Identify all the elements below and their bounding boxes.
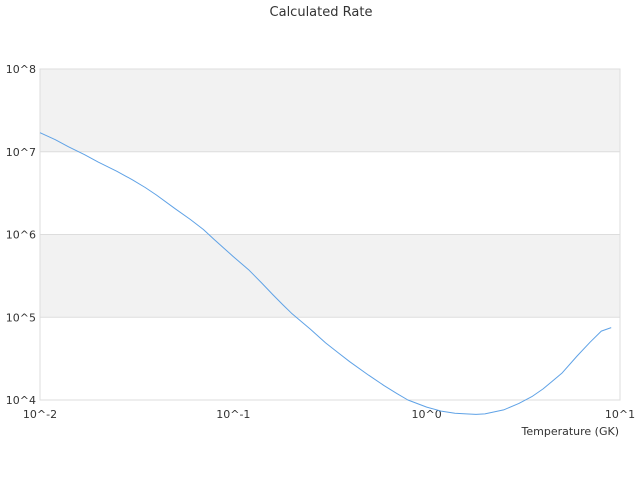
series-group xyxy=(39,132,612,415)
grid-bands xyxy=(40,69,620,318)
x-tick-label: 10^-2 xyxy=(23,408,57,421)
y-tick-label: 10^4 xyxy=(6,394,36,407)
y-tick-label: 10^5 xyxy=(6,311,36,324)
x-tick-label: 10^0 xyxy=(412,408,442,421)
x-tick-label: 10^1 xyxy=(605,408,635,421)
x-tick-label: 10^-1 xyxy=(216,408,250,421)
y-tick-label: 10^7 xyxy=(6,146,36,159)
y-tick-label: 10^6 xyxy=(6,229,36,242)
grid-band xyxy=(40,234,620,318)
plot-frame xyxy=(39,68,621,401)
series-line xyxy=(39,132,612,415)
x-axis-ticks: 10^-2 10^-1 10^0 10^1 xyxy=(23,408,635,421)
chart-title: Calculated Rate xyxy=(270,5,373,20)
x-axis-label: Temperature (GK) xyxy=(521,425,620,438)
y-tick-label: 10^8 xyxy=(6,63,36,76)
grid-band xyxy=(40,69,620,152)
y-axis-ticks: 10^4 10^5 10^6 10^7 10^8 xyxy=(6,63,36,407)
